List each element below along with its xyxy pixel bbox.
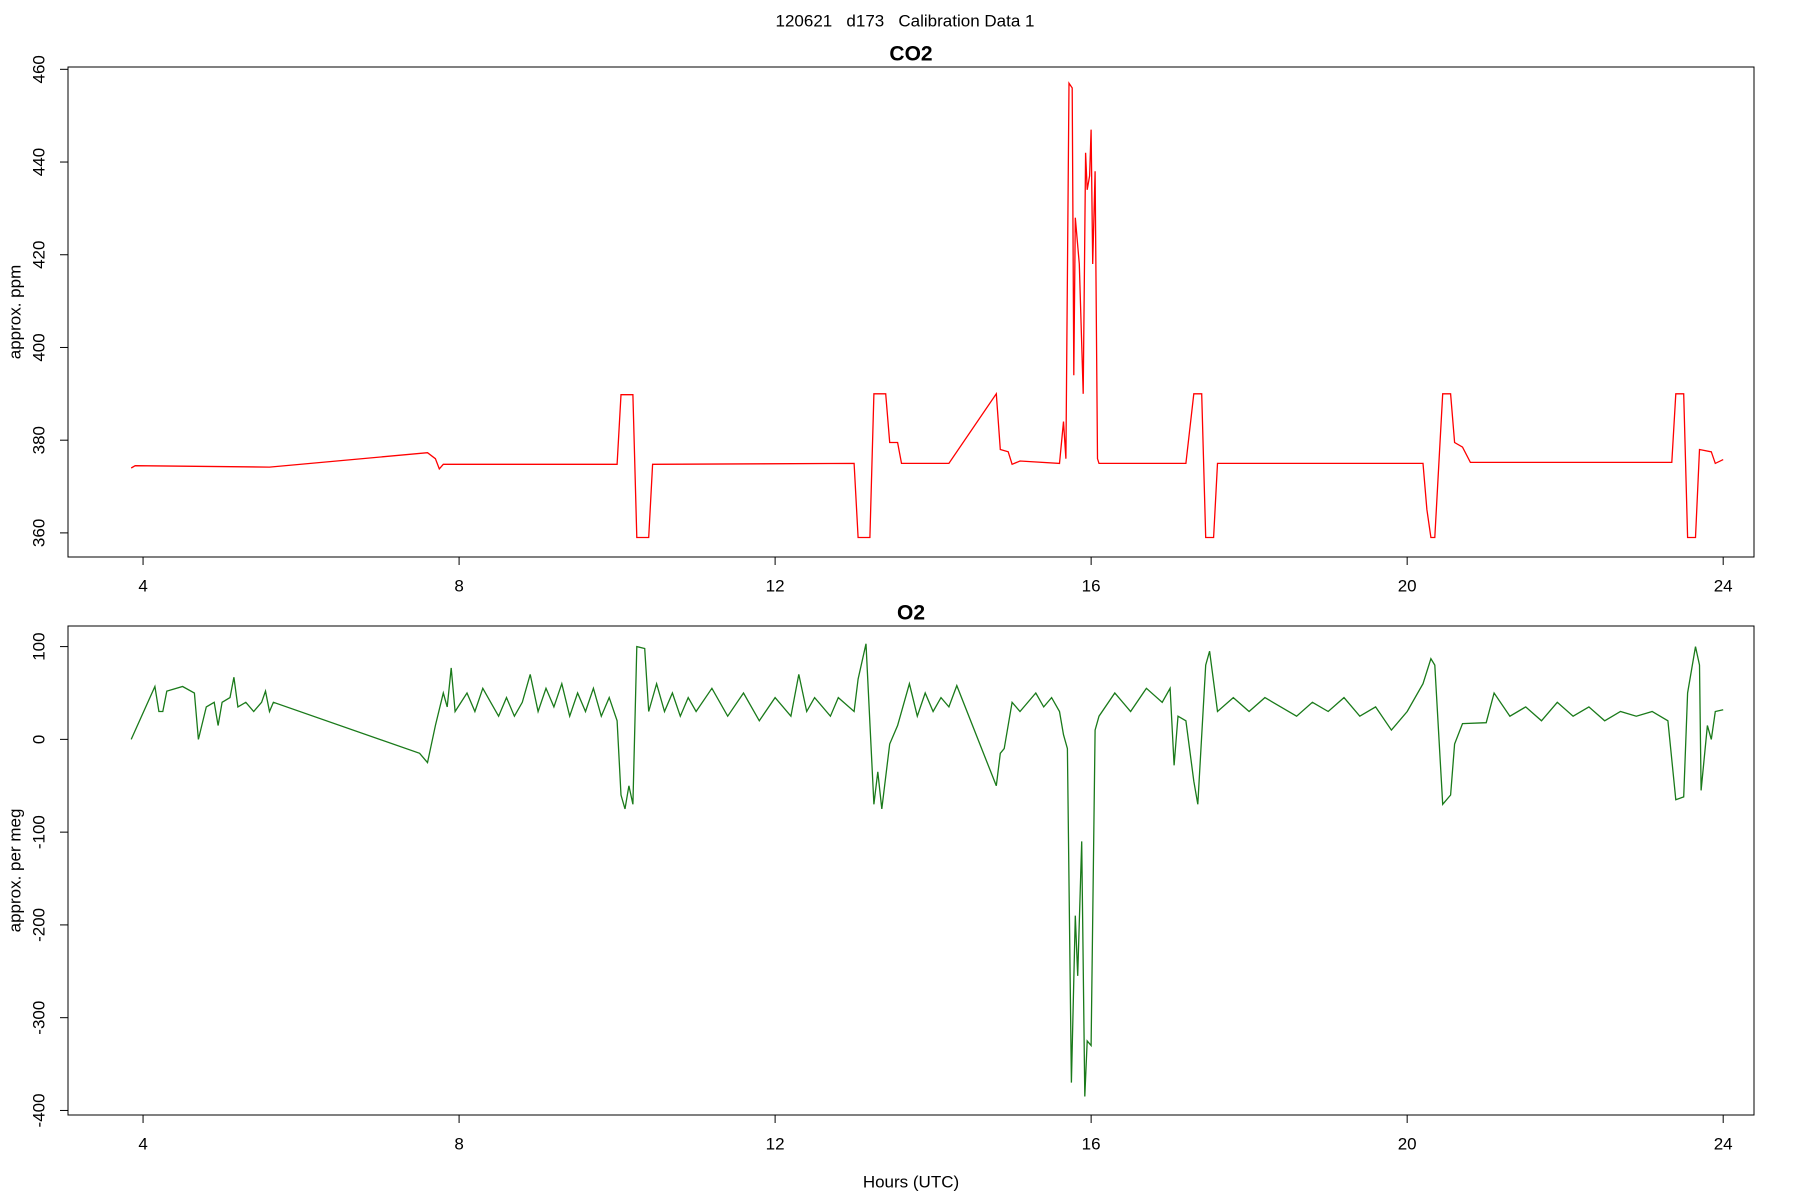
- y-tick-label: 440: [29, 148, 48, 176]
- x-tick-label: 16: [1082, 576, 1101, 595]
- y-tick-label: 360: [29, 519, 48, 547]
- x-tick-label: 8: [454, 1134, 463, 1153]
- x-tick-label: 24: [1714, 576, 1733, 595]
- y-tick-label: -300: [29, 1001, 48, 1035]
- y-tick-label: 420: [29, 241, 48, 269]
- y-tick-label: 100: [29, 632, 48, 660]
- x-tick-label: 12: [766, 1134, 785, 1153]
- plot-frame: [67, 625, 1755, 1116]
- y-tick-label: -400: [29, 1093, 48, 1127]
- x-tick-label: 12: [766, 576, 785, 595]
- x-axis-label: Hours (UTC): [863, 1172, 959, 1191]
- panel-title: CO2: [889, 43, 932, 66]
- x-tick-label: 4: [138, 576, 147, 595]
- y-tick-label: -200: [29, 908, 48, 942]
- x-tick-label: 8: [454, 576, 463, 595]
- figure-title: 120621 d173 Calibration Data 1: [776, 11, 1035, 30]
- data-line: [130, 643, 1724, 1097]
- data-line: [130, 81, 1724, 539]
- y-tick-label: -100: [29, 815, 48, 849]
- y-tick-label: 0: [29, 735, 48, 744]
- y-axis-label: approx. per meg: [5, 809, 24, 933]
- plot-frame: [67, 66, 1755, 558]
- x-tick-label: 16: [1082, 1134, 1101, 1153]
- y-axis-label: approx. ppm: [5, 265, 24, 360]
- y-tick-label: 400: [29, 333, 48, 361]
- x-tick-label: 20: [1398, 576, 1417, 595]
- y-tick-label: 460: [29, 55, 48, 83]
- x-tick-label: 24: [1714, 1134, 1733, 1153]
- x-tick-label: 4: [138, 1134, 147, 1153]
- y-tick-label: 380: [29, 426, 48, 454]
- x-tick-label: 20: [1398, 1134, 1417, 1153]
- panel-title: O2: [897, 602, 925, 625]
